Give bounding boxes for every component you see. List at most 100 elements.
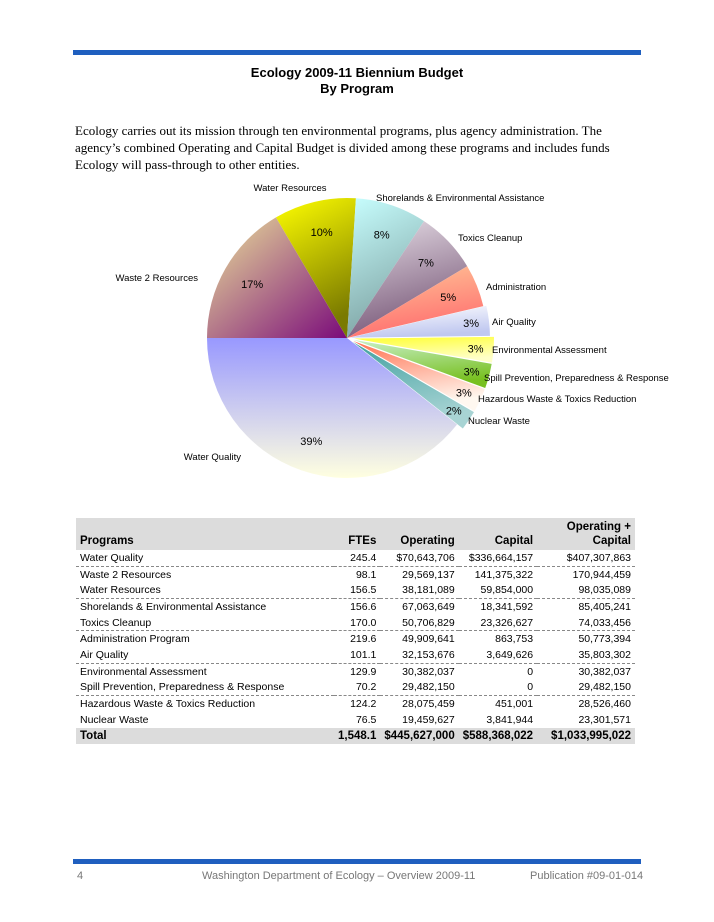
footer-title: Washington Department of Ecology – Overv…: [202, 870, 476, 882]
slice-name-label: Hazardous Waste & Toxics Reduction: [478, 394, 636, 405]
table-cell: 245.4: [334, 550, 381, 567]
total-cell: Total: [76, 727, 334, 744]
table-cell: 156.5: [334, 582, 381, 600]
pie-slice: [353, 336, 494, 363]
table-cell: 19,459,627: [402, 713, 455, 726]
pie-slice: [207, 338, 458, 479]
table-cell: 32,153,676: [380, 647, 459, 664]
slice-percent-label: 3%: [463, 318, 479, 330]
column-header: FTEs: [334, 518, 381, 550]
table-cell: Hazardous Waste & Toxics Reduction: [80, 698, 256, 711]
table-cell: 29,482,150: [537, 679, 635, 697]
slice-name-label: Spill Prevention, Preparedness & Respons…: [484, 373, 669, 384]
slice-percent-label: 3%: [456, 388, 472, 400]
table-cell: $70,643,706: [380, 550, 459, 567]
table-row: Water Quality 245.4 $70,643,706 $336,664,15…: [76, 550, 635, 567]
table-cell: 28,075,459: [402, 698, 455, 711]
table-row: Toxics Cleanup 170.0 50,706,829 23,326,627 7…: [76, 614, 635, 632]
budget-pie-chart: 17% Waste 2 Resources 10% Water Resources 8%…: [115, 183, 669, 479]
table-cell: Spill Prevention, Preparedness & Respons…: [76, 679, 334, 697]
table-cell: Nuclear Waste: [80, 713, 149, 726]
table-cell: 141,375,322: [474, 568, 534, 581]
table-cell: 30,382,037: [402, 665, 455, 678]
pie-slice: [347, 266, 484, 338]
table-cell: Shorelands & Environmental Assistance: [80, 600, 267, 613]
slice-percent-label: 39%: [300, 436, 322, 448]
table-cell: Air Quality: [76, 647, 334, 664]
column-header: Operating: [380, 518, 459, 550]
slice-name-label: Waste 2 Resources: [115, 273, 198, 284]
pie-slice: [207, 217, 347, 338]
slice-name-label: Environmental Assessment: [492, 345, 607, 356]
table-cell: Waste 2 Resources: [80, 568, 172, 581]
table-cell: 28,526,460: [578, 698, 631, 711]
total-cell: $588,368,022: [458, 727, 538, 744]
slice-name-label: Water Quality: [184, 452, 241, 463]
slice-name-label: Toxics Cleanup: [458, 233, 522, 244]
table-cell: 76.5: [355, 713, 377, 726]
total-cell: $445,627,000: [380, 727, 459, 744]
table-cell: 50,773,394: [578, 633, 631, 646]
total-row: Total 1,548.1 $445,627,000 $588,368,022 $1,0…: [76, 727, 635, 744]
table-cell: 101.1: [334, 647, 381, 664]
pie-slice: [353, 339, 492, 389]
publication-number: Publication #09-01-014: [530, 870, 644, 882]
column-header: Programs: [76, 518, 334, 550]
pie-slice: [352, 341, 474, 429]
table-cell: 23,326,627: [458, 614, 538, 632]
table-cell: $407,307,863: [537, 550, 635, 567]
table-cell: 50,706,829: [380, 614, 459, 632]
table-cell: 98.1: [355, 568, 377, 581]
page-number: 4: [77, 870, 84, 882]
title-line-2: By Program: [320, 81, 394, 96]
table-row: Environmental Assessment 129.9 30,382,037 0…: [76, 663, 635, 679]
table-cell: 156.6: [350, 600, 377, 613]
table-row: Waste 2 Resources 98.1 29,569,137 141,375,3…: [76, 566, 635, 582]
table-cell: 23,301,571: [578, 713, 631, 726]
page-title: Ecology 2009-11 Biennium Budget By Progr…: [73, 65, 641, 97]
pie-slice: [275, 198, 356, 338]
column-header: Capital: [458, 518, 538, 550]
table-cell: 35,803,302: [537, 647, 635, 664]
slice-name-label: Air Quality: [492, 317, 536, 328]
slice-name-label: Administration: [486, 282, 546, 293]
pie-slice: [347, 221, 468, 338]
table-cell: $336,664,157: [458, 550, 538, 567]
header-rule: [73, 50, 641, 55]
table-cell: 0: [458, 679, 538, 697]
table-cell: 59,854,000: [458, 582, 538, 600]
table-cell: Water Quality: [76, 550, 334, 567]
budget-table: Programs FTEs Operating Capital Operating + …: [76, 518, 635, 744]
table-cell: Environmental Assessment: [80, 665, 207, 678]
slice-percent-label: 7%: [418, 258, 434, 270]
slice-percent-label: 17%: [241, 279, 263, 291]
slice-percent-label: 2%: [446, 405, 462, 417]
title-line-1: Ecology 2009-11 Biennium Budget: [250, 65, 464, 80]
table-cell: 129.9: [350, 665, 377, 678]
table-cell: 170,944,459: [572, 568, 631, 581]
slice-percent-label: 3%: [464, 366, 480, 378]
table-row: Nuclear Waste 76.5 19,459,627 3,841,944 23,3…: [76, 712, 635, 728]
slice-percent-label: 10%: [311, 227, 333, 239]
table-cell: 451,001: [495, 698, 534, 711]
table-row: Administration Program 219.6 49,909,641 863…: [76, 631, 635, 647]
slice-percent-label: 5%: [440, 292, 456, 304]
table-row: Spill Prevention, Preparedness & Respons…: [76, 679, 635, 697]
slice-percent-label: 3%: [468, 343, 484, 355]
column-header: Operating + Capital: [537, 518, 635, 550]
table-cell: 18,341,592: [480, 600, 534, 613]
table-cell: 30,382,037: [578, 665, 631, 678]
slice-name-label: Nuclear Waste: [468, 416, 530, 427]
table-row: Air Quality 101.1 32,153,676 3,649,626 35,80…: [76, 647, 635, 664]
table-cell: 70.2: [334, 679, 381, 697]
intro-paragraph: Ecology carries out its mission through …: [75, 123, 610, 172]
table-cell: Administration Program: [80, 633, 190, 646]
table-cell: Toxics Cleanup: [76, 614, 334, 632]
table-cell: 98,035,089: [537, 582, 635, 600]
table-cell: 0: [527, 665, 534, 678]
table-cell: 124.2: [350, 698, 377, 711]
table-cell: 67,063,649: [402, 600, 455, 613]
pie-slice: [353, 340, 485, 412]
table-cell: 3,841,944: [486, 713, 534, 726]
table-cell: 219.6: [350, 633, 377, 646]
